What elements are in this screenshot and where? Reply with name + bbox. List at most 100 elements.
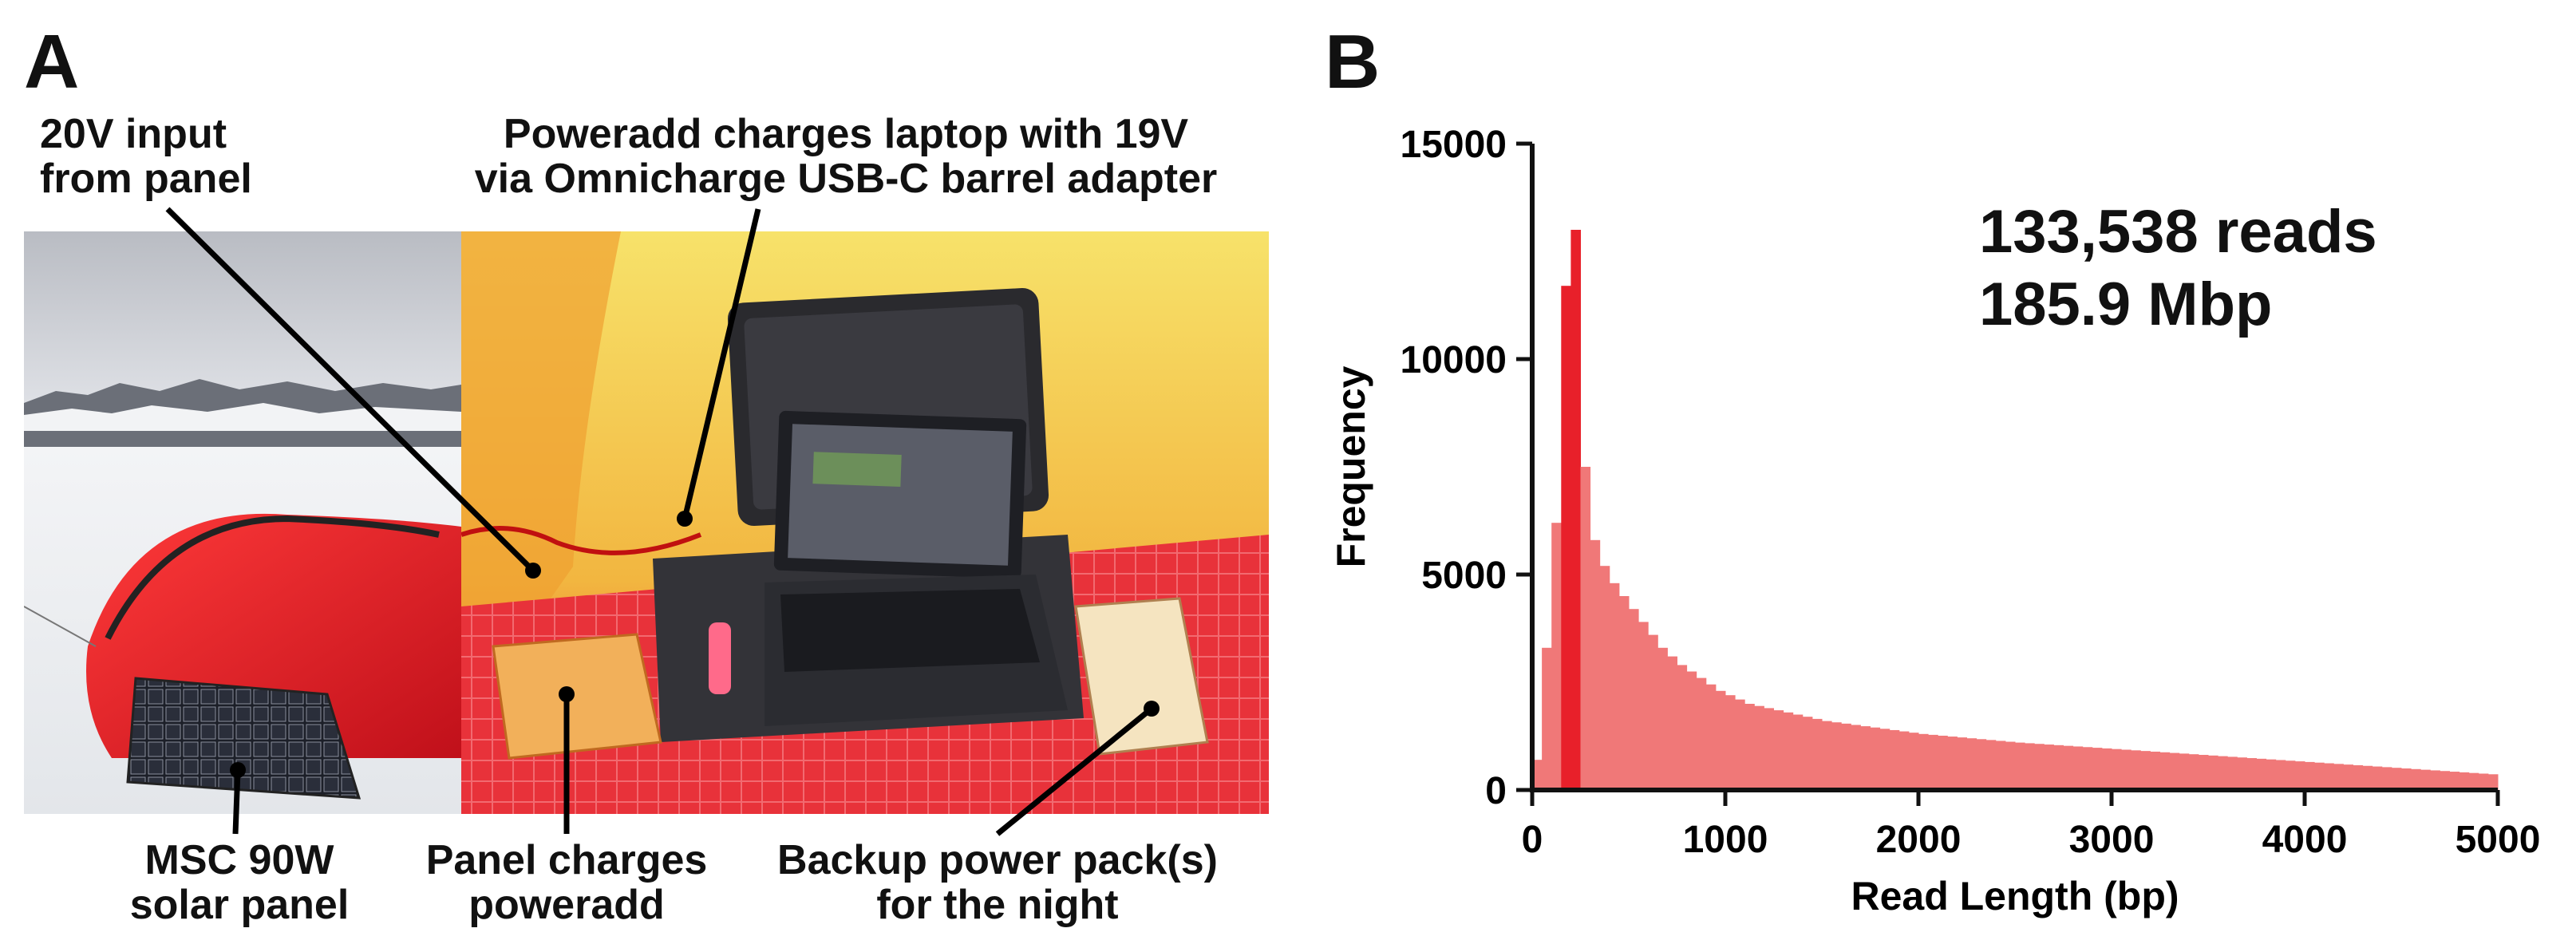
histogram-bar — [2169, 752, 2180, 790]
histogram-bar — [1599, 566, 1610, 790]
tent-fold — [461, 231, 621, 726]
histogram-bar — [1947, 737, 1958, 790]
x-tick-label: 2000 — [1876, 819, 1962, 861]
histogram-bar — [1918, 733, 1929, 790]
histogram-bar — [2411, 768, 2421, 790]
label-poweradd: Poweradd charges laptop with 19V via Omn… — [415, 112, 1277, 201]
y-axis-ticks: 0 5000 10000 15000 — [1401, 124, 1532, 812]
histogram-bar — [1580, 467, 1591, 790]
histogram-bar — [2324, 763, 2334, 790]
histogram-bar — [1542, 647, 1552, 790]
callout-dot-20v — [525, 563, 541, 579]
histogram-bar — [2440, 771, 2450, 790]
histogram-bar — [2294, 761, 2305, 790]
histogram-bar — [1686, 671, 1697, 790]
x-axis-label: Read Length (bp) — [1851, 874, 2179, 918]
histogram-bar — [2381, 767, 2392, 790]
label-panel-charges: Panel charges poweradd — [403, 838, 730, 927]
histogram-bar — [1744, 704, 1755, 790]
histogram-bar — [2198, 754, 2209, 790]
tent-exterior-illustration — [24, 231, 461, 814]
histogram-bar — [2227, 756, 2238, 790]
histogram-bar — [2063, 745, 2074, 790]
histogram-bar — [1590, 539, 1601, 790]
histogram-bar — [2430, 770, 2440, 790]
histogram-bar — [1995, 741, 2006, 790]
histogram-bar — [2420, 769, 2431, 790]
sky — [24, 231, 461, 407]
histogram-bar — [2082, 747, 2093, 790]
stats-annotation: 133,538 reads 185.9 Mbp — [1979, 196, 2377, 341]
histogram-bar — [2188, 754, 2199, 790]
histogram-bar — [1764, 708, 1774, 790]
label-panel-charges-line2: poweradd — [468, 882, 665, 929]
label-solar-panel-line1: MSC 90W — [144, 837, 334, 883]
solar-panel — [126, 677, 362, 800]
histogram-bar — [2101, 748, 2112, 790]
label-20v-input-line2: from panel — [40, 156, 252, 203]
label-backup-power-line2: for the night — [876, 882, 1119, 929]
label-solar-panel: MSC 90W solar panel — [96, 838, 383, 927]
histogram-bar — [2179, 753, 2190, 790]
callout-line-poweradd — [682, 208, 761, 519]
histogram-bar — [1609, 583, 1620, 790]
histogram-bar — [2159, 752, 2171, 790]
histogram-bar — [1638, 622, 1649, 790]
histogram-bar — [1851, 725, 1861, 790]
callout-dot-panel-charges — [559, 686, 575, 702]
histogram-bar — [1889, 729, 1900, 790]
label-solar-panel-line2: solar panel — [129, 882, 350, 929]
histogram-bar — [2072, 746, 2084, 790]
panel-b-letter: B — [1325, 19, 1381, 105]
histogram-bar — [1938, 735, 1948, 790]
x-axis-ticks: 0 1000 2000 3000 4000 5000 — [1522, 790, 2541, 861]
histogram-bar — [1870, 727, 1881, 790]
histogram-bar — [1657, 647, 1668, 790]
histogram-bar — [2053, 745, 2064, 790]
histogram-bar — [2246, 758, 2257, 790]
histogram-bar — [1570, 230, 1581, 790]
histogram-bar — [2449, 772, 2460, 790]
histogram-bar — [2034, 744, 2045, 790]
histogram-bar — [1551, 523, 1562, 790]
histogram-bar — [2005, 741, 2016, 790]
histogram-bar — [2121, 749, 2132, 790]
histogram-bar — [1928, 734, 1938, 790]
histogram-bar — [2305, 761, 2315, 790]
screen-window — [812, 452, 902, 488]
x-tick-label: 5000 — [2455, 819, 2541, 861]
histogram-bar — [1976, 739, 1987, 790]
histogram-bar — [1667, 656, 1677, 790]
histogram-bar — [2112, 748, 2122, 790]
histogram-bar — [2015, 742, 2025, 790]
guy-line — [24, 606, 97, 647]
stats-read-count: 133,538 reads — [1979, 198, 2377, 266]
usb-adapter — [709, 622, 731, 694]
histogram-bar — [1677, 665, 1688, 790]
chart-axes — [1530, 144, 2498, 792]
histogram-bar — [2266, 759, 2277, 790]
histogram-bar — [1725, 695, 1736, 790]
histogram-bar — [2256, 758, 2267, 790]
histogram-bar — [1715, 690, 1726, 790]
histogram-bar — [1879, 729, 1891, 790]
histogram-bar — [2237, 757, 2247, 790]
histogram-bar — [2343, 764, 2353, 790]
histogram-bar — [1831, 722, 1842, 790]
histogram-bar — [1735, 699, 1745, 790]
histogram-bar — [2353, 764, 2364, 790]
histogram-bar — [2362, 765, 2373, 790]
callout-line-solar — [232, 769, 241, 835]
histogram-bar — [2218, 756, 2228, 790]
histogram-bar — [2092, 748, 2103, 790]
histogram-bar — [1822, 721, 1832, 790]
histogram-bar — [2391, 768, 2402, 790]
x-tick-label: 3000 — [2069, 819, 2155, 861]
histogram-bar — [2314, 762, 2325, 790]
histogram-bar — [1561, 286, 1571, 790]
histogram-bar — [1802, 717, 1813, 790]
histogram-bars — [1532, 230, 2499, 790]
histogram-bar — [1908, 733, 1919, 790]
histogram-bar — [2285, 760, 2296, 790]
